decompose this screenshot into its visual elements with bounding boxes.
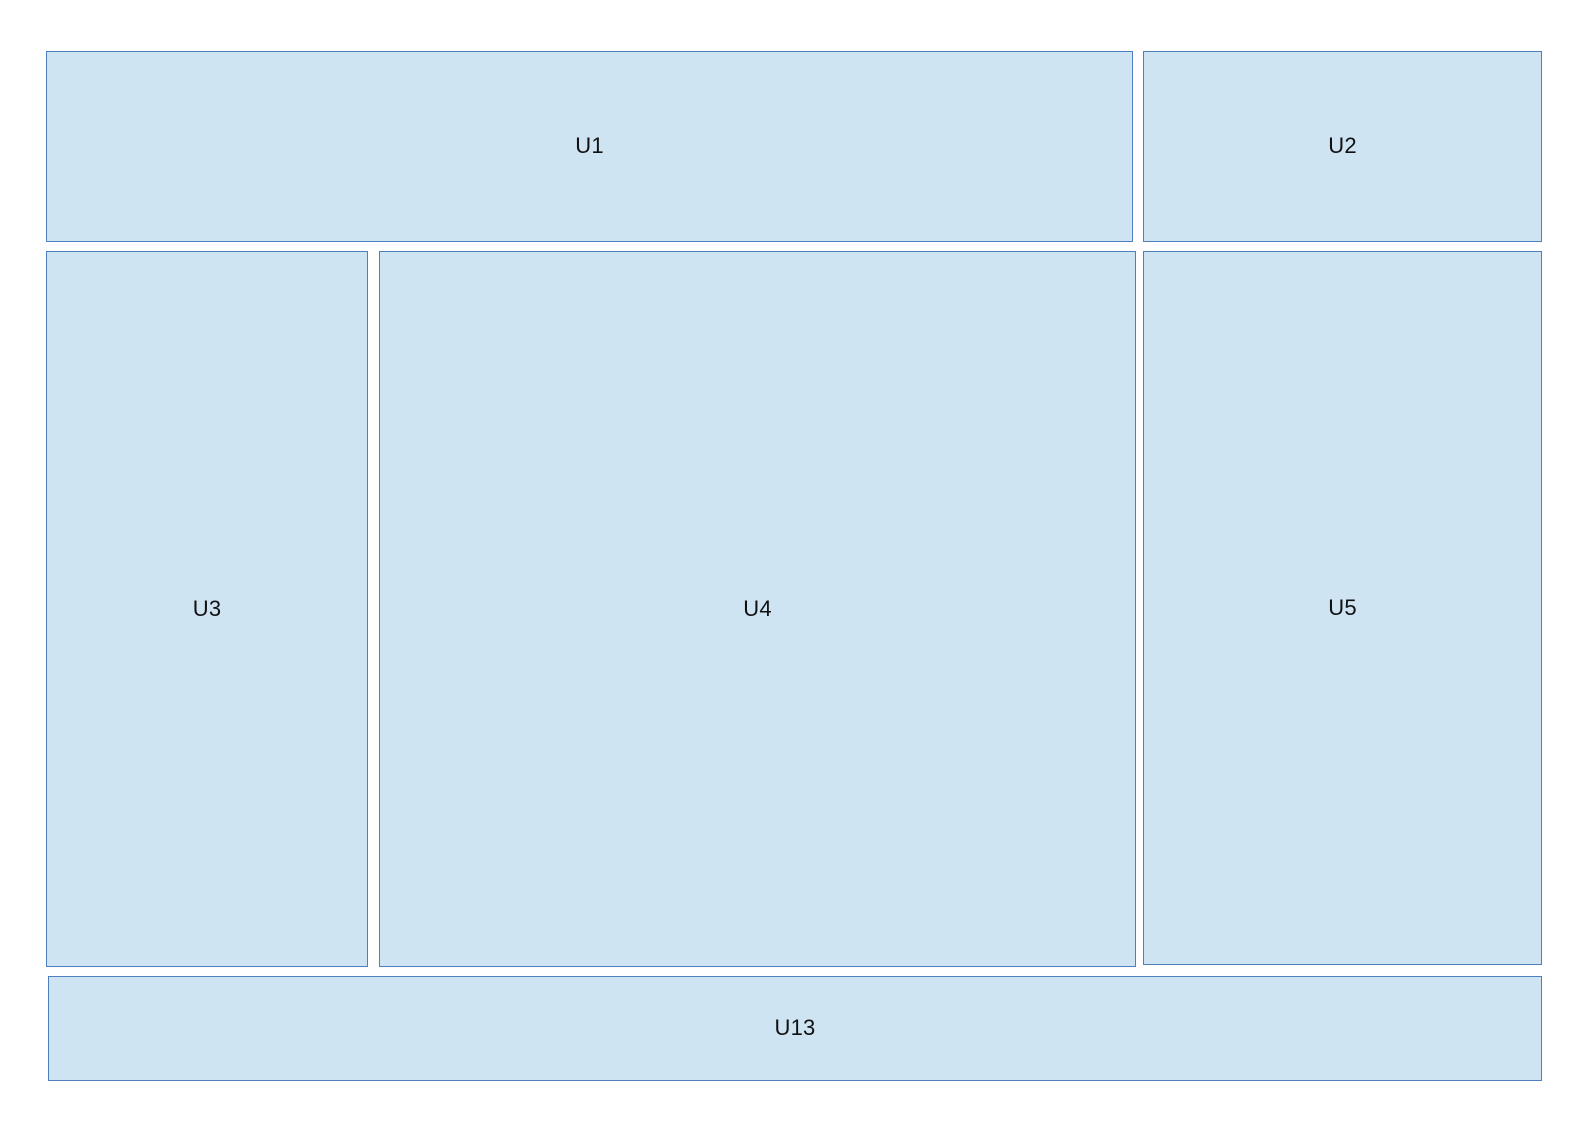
region-u3: U3	[46, 251, 368, 967]
region-u13: U13	[48, 976, 1542, 1081]
region-u5-label: U5	[1328, 595, 1357, 620]
region-u5: U5	[1143, 251, 1542, 965]
region-u13-label: U13	[774, 1014, 816, 1040]
region-u2: U2	[1143, 51, 1542, 242]
region-u4: U4	[379, 251, 1136, 967]
region-u3-label: U3	[192, 596, 222, 621]
region-u1: U1	[46, 51, 1133, 242]
region-u2-label: U2	[1328, 132, 1357, 158]
region-u4-label: U4	[743, 596, 772, 621]
region-u1-label: U1	[575, 132, 604, 158]
